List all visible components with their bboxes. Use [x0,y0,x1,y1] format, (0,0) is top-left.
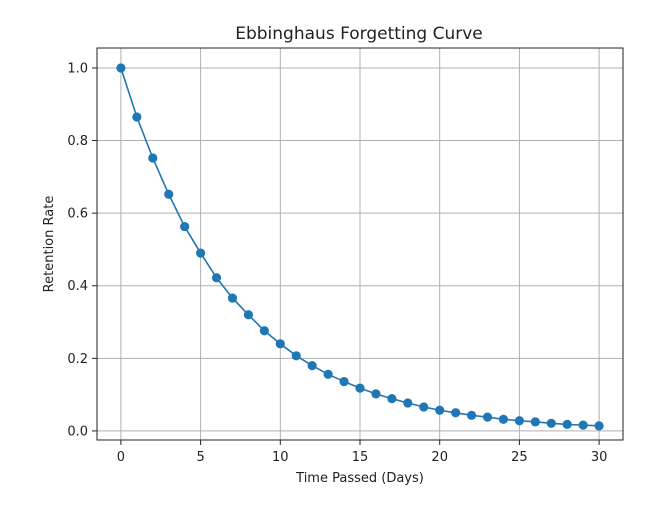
data-point [291,351,301,361]
x-tick-label: 20 [431,450,448,465]
x-tick-label: 10 [272,450,289,465]
x-axis-label: Time Passed (Days) [295,471,424,486]
data-point [164,189,174,199]
data-point [403,398,413,408]
data-point [116,63,126,73]
data-point [307,360,317,371]
y-tick-label: 1.0 [67,61,88,76]
x-axis-ticks: 0 5 10 15 20 25 30 [117,440,608,465]
y-axis-ticks: 0.0 0.2 0.4 0.6 0.8 1.0 [67,61,97,439]
y-tick-label: 0.4 [67,279,88,294]
data-point [387,394,397,404]
data-point [451,408,461,418]
data-point [259,326,269,336]
data-point [466,410,477,420]
data-point [227,293,238,303]
data-point [339,376,349,387]
data-point [275,339,285,349]
y-tick-label: 0.6 [67,207,88,222]
data-point [355,383,365,393]
y-tick-label: 0.2 [67,352,88,367]
data-point [243,310,254,320]
data-point [562,419,572,429]
chart-title: Ebbinghaus Forgetting Curve [235,24,483,44]
data-point [196,248,206,258]
data-point [180,221,190,232]
x-tick-label: 5 [196,450,204,465]
y-tick-label: 0.8 [67,134,88,149]
data-point [514,416,524,426]
x-tick-label: 30 [591,450,608,465]
x-tick-label: 25 [511,450,528,465]
data-point [435,405,445,415]
data-point [419,402,429,412]
data-point [323,369,333,379]
y-tick-label: 0.0 [67,424,88,439]
data-point [498,414,509,424]
data-point [594,421,604,431]
data-point [371,389,381,399]
y-axis-label: Retention Rate [42,196,57,293]
data-point [578,420,588,430]
data-point [132,112,142,122]
data-point [546,418,556,428]
data-point [482,412,493,422]
data-point [211,273,222,283]
x-tick-label: 0 [117,450,125,465]
x-tick-label: 15 [352,450,369,465]
data-point [530,417,540,427]
grid [97,48,623,440]
series-group [116,63,604,431]
data-point [148,153,158,163]
